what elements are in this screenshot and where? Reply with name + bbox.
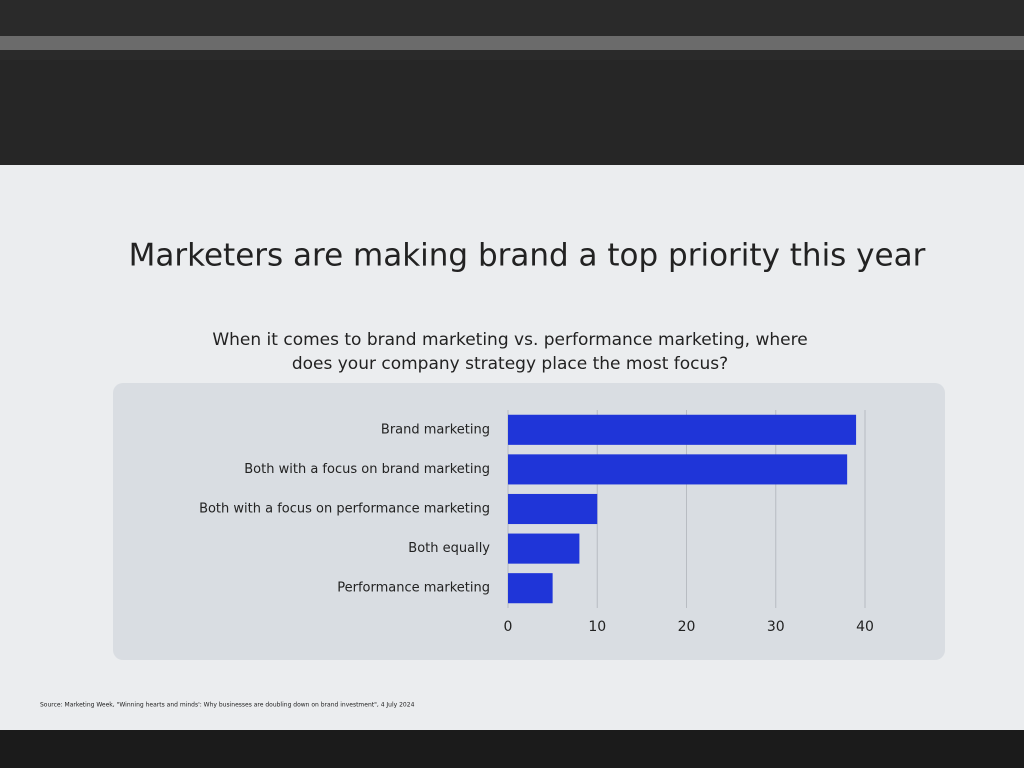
chart-subtitle: When it comes to brand marketing vs. per… [212,330,808,374]
bar [508,533,580,564]
x-tick-label: 10 [588,619,606,635]
y-tick-label: Brand marketing [381,422,490,437]
ceiling-truss [0,0,1024,60]
bar [508,493,598,525]
y-tick-label: Both with a focus on brand marketing [244,462,490,477]
x-tick-label: 40 [856,619,874,635]
stage-wall [0,60,1024,165]
source-note: Source: Marketing Week, "Winning hearts … [40,702,415,709]
y-tick-label: Both equally [408,541,490,556]
x-tick-label: 0 [504,619,513,635]
truss-beam [0,36,1024,50]
x-tick-label: 30 [767,619,785,635]
bar [508,573,553,604]
y-tick-label: Performance marketing [337,581,490,596]
y-tick-label: Both with a focus on performance marketi… [199,502,490,517]
x-tick-label: 20 [678,619,696,635]
bar [508,414,857,445]
slide-title: Marketers are making brand a top priorit… [129,238,926,274]
bar [508,454,848,485]
subtitle-box: When it comes to brand marketing vs. per… [212,330,808,374]
